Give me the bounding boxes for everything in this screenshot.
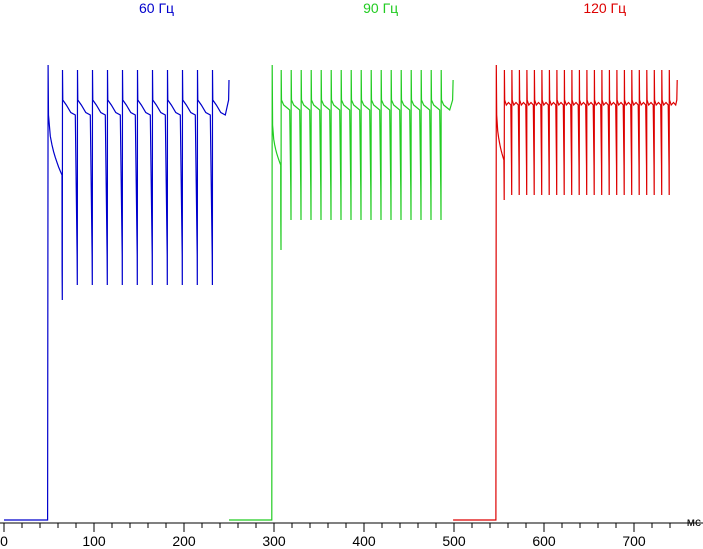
series-line-2 <box>453 64 678 521</box>
series-line-0 <box>4 64 230 521</box>
x-tick-label: 600 <box>532 533 556 549</box>
x-tick-label: 0 <box>0 533 8 549</box>
series-label-2: 120 Гц <box>583 0 626 16</box>
x-tick-label: 400 <box>352 533 376 549</box>
x-ticks: 0 100 200 300 400 500 600 700 <box>0 523 671 549</box>
x-tick-label: 200 <box>172 533 196 549</box>
x-tick-label: 300 <box>262 533 286 549</box>
series-label-1: 90 Гц <box>363 0 398 16</box>
series-layer <box>4 64 678 521</box>
x-tick-label: 100 <box>82 533 106 549</box>
series-line-1 <box>229 64 454 521</box>
series-label-0: 60 Гц <box>139 0 174 16</box>
x-tick-label: 500 <box>442 533 466 549</box>
x-axis-unit-label: мс <box>687 515 701 529</box>
x-tick-label: 700 <box>622 533 646 549</box>
series-labels: 60 Гц 90 Гц 120 Гц <box>139 0 626 16</box>
